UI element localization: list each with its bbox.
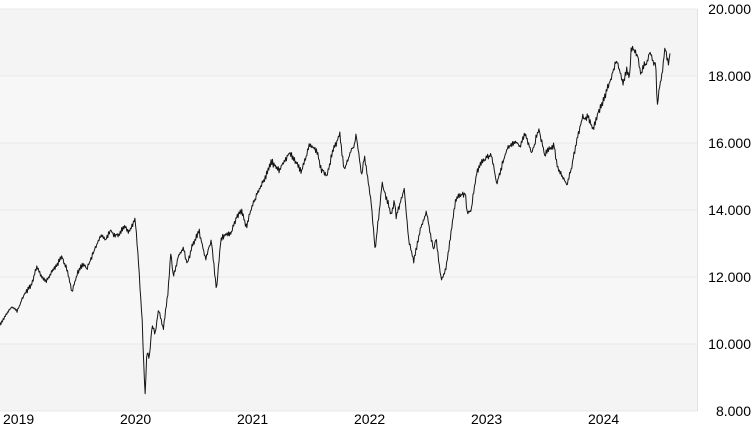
x-axis-label: 2022	[354, 411, 385, 427]
gridlines	[0, 8, 698, 412]
background-bands	[0, 9, 698, 411]
band	[0, 143, 698, 210]
price-line	[0, 45, 671, 395]
y-axis-label: 12.000	[708, 269, 751, 285]
y-axis-label: 16.000	[708, 135, 751, 151]
band	[0, 344, 698, 411]
x-axis-label: 2019	[3, 411, 34, 427]
y-axis-label: 14.000	[708, 202, 751, 218]
band	[0, 76, 698, 143]
y-axis-label: 8.000	[716, 403, 751, 419]
band	[0, 9, 698, 76]
x-axis-label: 2023	[471, 411, 502, 427]
x-axis-label: 2024	[588, 411, 619, 427]
y-axis-label: 10.000	[708, 336, 751, 352]
x-axis-labels: 2019 2020 2021 2022 2023 2024	[3, 411, 619, 427]
band	[0, 210, 698, 277]
y-axis-label: 20.000	[708, 1, 751, 17]
x-axis-label: 2020	[120, 411, 151, 427]
x-axis-label: 2021	[237, 411, 268, 427]
y-axis-label: 18.000	[708, 68, 751, 84]
price-line-path	[0, 45, 671, 395]
y-axis-labels: 20.000 18.000 16.000 14.000 12.000 10.000 8.00…	[708, 1, 751, 419]
band	[0, 277, 698, 344]
